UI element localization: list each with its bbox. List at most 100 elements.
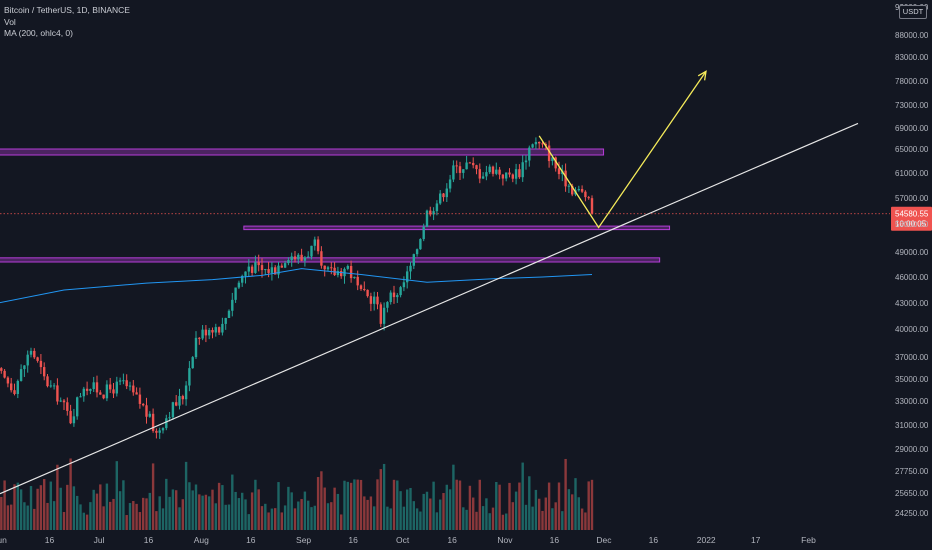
volume-bar (359, 479, 363, 530)
price-tick-label: 25650.00 (895, 489, 929, 498)
volume-bar (382, 463, 386, 530)
volume-bar (277, 482, 280, 530)
currency-unit-button[interactable]: USDT (899, 5, 927, 19)
candle-body (488, 166, 491, 173)
candle-body (303, 257, 307, 261)
volume-bar (290, 492, 293, 530)
volume-bar (145, 498, 148, 530)
candlesticks (0, 137, 594, 439)
volume-bar (495, 481, 498, 530)
candle-body (396, 295, 399, 298)
candle-body (260, 265, 264, 271)
price-tick-label: 29000.00 (895, 445, 929, 454)
volume-bar (280, 512, 283, 530)
candle-body (155, 430, 158, 433)
price-tick-label: 31000.00 (895, 421, 929, 430)
candle-body (198, 337, 201, 339)
volume-bar (82, 512, 85, 530)
volume-bar (6, 505, 10, 530)
time-tick-label: 17 (751, 535, 761, 545)
candle-body (340, 271, 343, 277)
candle-body (161, 428, 165, 431)
volume-bar (452, 464, 455, 530)
volume-bar (79, 504, 82, 530)
candle-body (3, 370, 6, 378)
candle-body (217, 327, 221, 333)
candle-body (422, 226, 425, 240)
symbol-title[interactable]: Bitcoin / TetherUS, 1D, BINANCE (4, 5, 130, 15)
time-tick-label: Sep (296, 535, 311, 545)
volume-bar (521, 462, 524, 530)
last-price-label: 54580.55 (895, 210, 929, 219)
volume-bar (217, 482, 221, 530)
candle-body (277, 265, 280, 275)
volume-bar (363, 496, 366, 530)
candle-body (409, 265, 412, 272)
volume-bar (402, 506, 406, 530)
volume-bar (264, 503, 267, 530)
candle-body (151, 413, 155, 431)
volume-bar (524, 504, 528, 530)
price-tick-label: 46000.00 (895, 273, 929, 282)
price-tick-label: 43000.00 (895, 299, 929, 308)
candle-body (26, 354, 29, 366)
candle-body (478, 169, 481, 179)
ma-200-line (0, 268, 593, 304)
volume-bar (115, 461, 118, 530)
volume-bar (462, 507, 465, 530)
candle-body (171, 402, 175, 418)
candle-body (201, 329, 204, 339)
price-tick-label: 35000.00 (895, 375, 929, 384)
ma-indicator-label[interactable]: MA (200, ohlc4, 0) (4, 28, 73, 38)
volume-bar (406, 489, 409, 530)
candle-body (62, 400, 66, 403)
candle-body (250, 266, 254, 273)
candle-body (505, 172, 508, 179)
candle-body (584, 191, 587, 198)
candle-body (514, 169, 518, 179)
candle-body (158, 430, 161, 433)
candle-body (399, 287, 402, 296)
volume-bar (16, 482, 19, 530)
candle-body (138, 394, 142, 404)
time-tick-label: 16 (348, 535, 358, 545)
projection-path (538, 71, 707, 229)
candle-body (491, 166, 495, 174)
candle-body (538, 141, 541, 144)
volume-bar (211, 489, 214, 530)
zones-layer (0, 148, 671, 263)
volume-bar (307, 500, 310, 530)
candle-body (290, 256, 293, 261)
volume-bar (250, 492, 254, 530)
volume-bar (234, 491, 237, 530)
volume-bar (389, 508, 392, 530)
candle-body (23, 365, 26, 370)
candle-body (0, 368, 3, 371)
candle-body (237, 282, 241, 288)
volume-indicator-label[interactable]: Vol (4, 16, 16, 27)
price-tick-label: 57000.00 (895, 194, 929, 203)
volume-bar (171, 489, 175, 530)
candle-body (475, 165, 478, 170)
volume-bar (455, 479, 458, 530)
price-tick-label: 49000.00 (895, 248, 929, 257)
volume-bar (92, 489, 95, 530)
candle-body (379, 304, 382, 324)
time-tick-label: Jun (0, 535, 7, 545)
candle-body (511, 174, 514, 179)
volume-bar (69, 458, 72, 530)
candle-body (485, 172, 488, 177)
volume-bar (320, 471, 323, 530)
candle-body (435, 203, 439, 212)
volume-bar (267, 512, 270, 530)
price-tick-label: 65000.00 (895, 145, 929, 154)
candle-body (191, 357, 194, 369)
volume-bar (580, 508, 584, 530)
candle-body (257, 262, 260, 266)
candle-body (468, 162, 472, 164)
last-price-tag (891, 206, 932, 231)
volume-bar (349, 482, 353, 530)
volume-bar (224, 504, 227, 530)
volume-bar (538, 498, 541, 530)
